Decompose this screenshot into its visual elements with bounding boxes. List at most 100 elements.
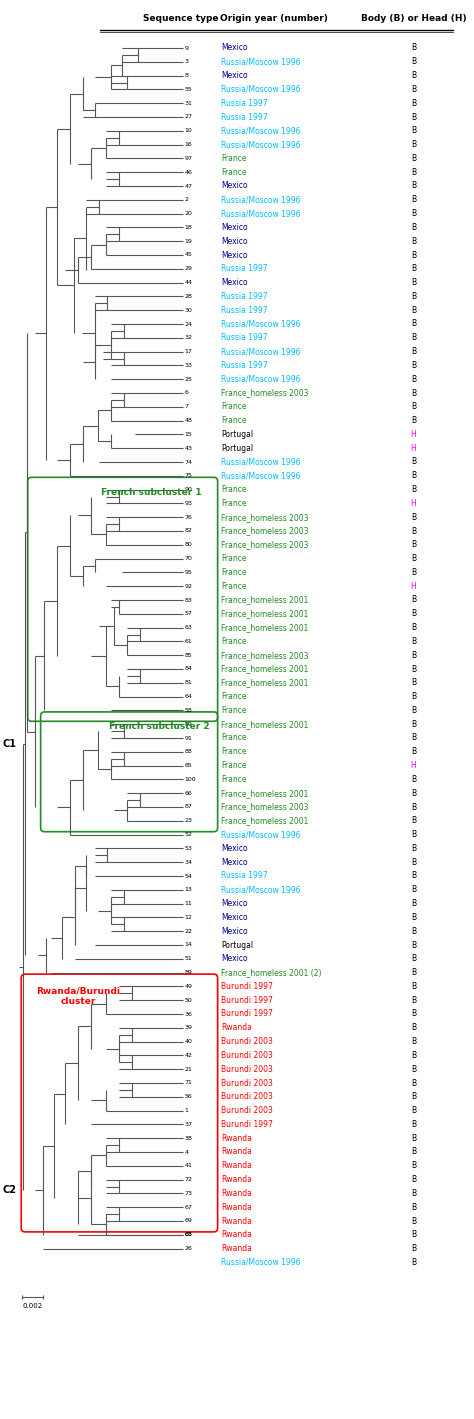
Text: Mexico: Mexico: [221, 927, 248, 935]
Text: B: B: [411, 1216, 416, 1226]
Text: Portugal: Portugal: [221, 941, 254, 949]
Text: 10: 10: [184, 128, 192, 133]
Text: 28: 28: [184, 294, 192, 299]
Text: Rwanda: Rwanda: [221, 1203, 252, 1212]
Text: B: B: [411, 348, 416, 356]
Text: 39: 39: [184, 1026, 192, 1030]
Text: France: France: [221, 153, 247, 163]
Text: 67: 67: [184, 1205, 192, 1210]
Text: B: B: [411, 1120, 416, 1130]
Text: France_homeless 2003: France_homeless 2003: [221, 541, 309, 549]
Text: Russia 1997: Russia 1997: [221, 99, 268, 108]
Text: France_homeless 2001: France_homeless 2001: [221, 609, 309, 619]
Text: B: B: [411, 541, 416, 549]
Text: 89: 89: [184, 971, 192, 975]
Text: Rwanda: Rwanda: [221, 1216, 252, 1226]
Text: C2: C2: [2, 1185, 16, 1195]
Text: B: B: [411, 705, 416, 715]
Text: 73: 73: [184, 1191, 192, 1196]
Text: 59: 59: [184, 722, 192, 727]
Text: B: B: [411, 85, 416, 94]
Text: 29: 29: [184, 267, 192, 271]
Text: B: B: [411, 1009, 416, 1019]
Text: B: B: [411, 568, 416, 578]
Text: 49: 49: [184, 983, 192, 989]
Text: 18: 18: [184, 224, 192, 230]
Text: 52: 52: [184, 832, 192, 837]
Text: France: France: [221, 637, 247, 646]
Text: 15: 15: [184, 431, 192, 437]
Text: B: B: [411, 623, 416, 631]
Text: France_homeless 2003: France_homeless 2003: [221, 526, 309, 535]
Text: France: France: [221, 403, 247, 412]
Text: Russia/Moscow 1996: Russia/Moscow 1996: [221, 1257, 301, 1267]
Text: B: B: [411, 1175, 416, 1183]
Text: B: B: [411, 457, 416, 467]
Text: Mexico: Mexico: [221, 223, 248, 231]
Text: B: B: [411, 223, 416, 231]
Text: Rwanda: Rwanda: [221, 1023, 252, 1032]
Text: France: France: [221, 734, 247, 742]
Text: B: B: [411, 692, 416, 701]
Text: H: H: [410, 499, 416, 508]
Text: B: B: [411, 900, 416, 908]
Text: 90: 90: [184, 487, 192, 492]
Text: Portugal: Portugal: [221, 444, 254, 453]
Text: 65: 65: [184, 763, 192, 768]
Text: B: B: [411, 996, 416, 1005]
Text: 36: 36: [184, 1012, 192, 1016]
Text: B: B: [411, 968, 416, 978]
Text: B: B: [411, 333, 416, 342]
Text: 85: 85: [184, 653, 192, 657]
Text: 38: 38: [184, 1135, 192, 1141]
Text: France_homeless 2003: France_homeless 2003: [221, 512, 309, 522]
Text: Russia/Moscow 1996: Russia/Moscow 1996: [221, 348, 301, 356]
Text: B: B: [411, 167, 416, 177]
Text: 87: 87: [184, 805, 192, 809]
Text: 25: 25: [184, 376, 192, 382]
Text: 93: 93: [184, 501, 192, 507]
Text: France: France: [221, 582, 247, 590]
Text: 21: 21: [184, 1067, 192, 1071]
Text: B: B: [411, 485, 416, 494]
Text: 3: 3: [184, 60, 188, 64]
Text: Burundi 2003: Burundi 2003: [221, 1093, 273, 1101]
Text: B: B: [411, 1257, 416, 1267]
Text: 74: 74: [184, 460, 192, 464]
Text: B: B: [411, 857, 416, 867]
Text: B: B: [411, 789, 416, 797]
Text: 27: 27: [184, 115, 192, 119]
Text: 54: 54: [184, 874, 192, 878]
Text: France_homeless 2001: France_homeless 2001: [221, 789, 309, 797]
Text: France_homeless 2001: France_homeless 2001: [221, 678, 309, 687]
Text: France: France: [221, 416, 247, 426]
Text: 11: 11: [184, 901, 192, 907]
Text: Rwanda: Rwanda: [221, 1230, 252, 1239]
Text: B: B: [411, 927, 416, 935]
Text: B: B: [411, 982, 416, 990]
Text: 88: 88: [184, 749, 192, 755]
Text: Russia/Moscow 1996: Russia/Moscow 1996: [221, 885, 301, 894]
Text: 75: 75: [184, 474, 192, 478]
Text: B: B: [411, 719, 416, 729]
Text: B: B: [411, 182, 416, 190]
Text: Rwanda: Rwanda: [221, 1244, 252, 1253]
Text: Rwanda: Rwanda: [221, 1148, 252, 1156]
Text: B: B: [411, 153, 416, 163]
Text: H: H: [410, 761, 416, 771]
Text: 66: 66: [184, 790, 192, 796]
Text: 26: 26: [184, 1246, 192, 1252]
Text: 4: 4: [184, 1149, 188, 1155]
Text: 42: 42: [184, 1053, 192, 1059]
Text: 100: 100: [184, 776, 196, 782]
Text: Russia/Moscow 1996: Russia/Moscow 1996: [221, 319, 301, 329]
Text: B: B: [411, 57, 416, 67]
Text: 72: 72: [184, 1178, 192, 1182]
Text: 31: 31: [184, 101, 192, 105]
Text: 44: 44: [184, 280, 192, 285]
Text: B: B: [411, 664, 416, 674]
Text: C1: C1: [2, 739, 16, 749]
Text: 61: 61: [184, 639, 192, 644]
Text: B: B: [411, 403, 416, 412]
Text: 84: 84: [184, 667, 192, 671]
